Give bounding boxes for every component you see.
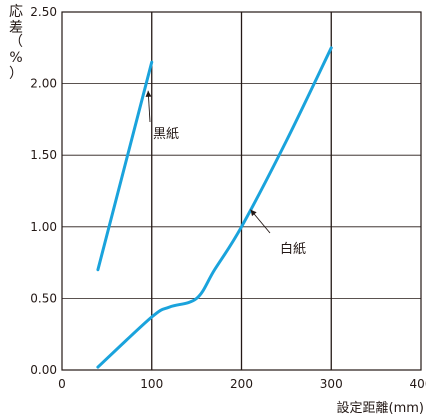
series-line-1 (96, 46, 333, 369)
y-tick-label: 2.00 (30, 77, 57, 91)
x-tick-label: 200 (230, 377, 253, 391)
y-axis-label-char: % (9, 50, 22, 66)
y-axis-label-char: 差 (9, 20, 23, 36)
plot-frame (61, 11, 422, 371)
y-tick-labels: 0.00 0.50 1.00 1.50 2.00 2.50 (30, 5, 57, 377)
x-axis-label: 設定距離(mm) (337, 400, 424, 416)
x-tick-labels: 0 100 200 300 400 (58, 377, 426, 391)
y-tick-label: 0.50 (30, 291, 57, 305)
annotation-arrowhead (145, 90, 152, 97)
y-axis-label-char: 応 (9, 4, 23, 20)
annotation-label: 黒紙 (153, 127, 179, 142)
x-tick-label: 300 (320, 377, 343, 391)
y-axis-label: 応差（%） (9, 4, 23, 82)
series-lines (96, 46, 333, 369)
x-tick-label: 100 (140, 377, 163, 391)
annotation-label: 白紙 (280, 241, 306, 257)
y-tick-label: 0.00 (30, 363, 57, 377)
x-tick-label: 0 (58, 377, 66, 391)
grid (62, 12, 421, 370)
y-tick-label: 1.50 (30, 148, 57, 162)
y-axis-label-char: （ (9, 34, 23, 50)
y-tick-label: 1.00 (30, 220, 57, 234)
x-tick-label: 400 (410, 377, 426, 391)
series-line-0 (96, 60, 154, 272)
y-tick-label: 2.50 (30, 5, 57, 19)
annotation-arrowhead (250, 209, 257, 217)
y-axis-label-char: ） (9, 66, 23, 82)
